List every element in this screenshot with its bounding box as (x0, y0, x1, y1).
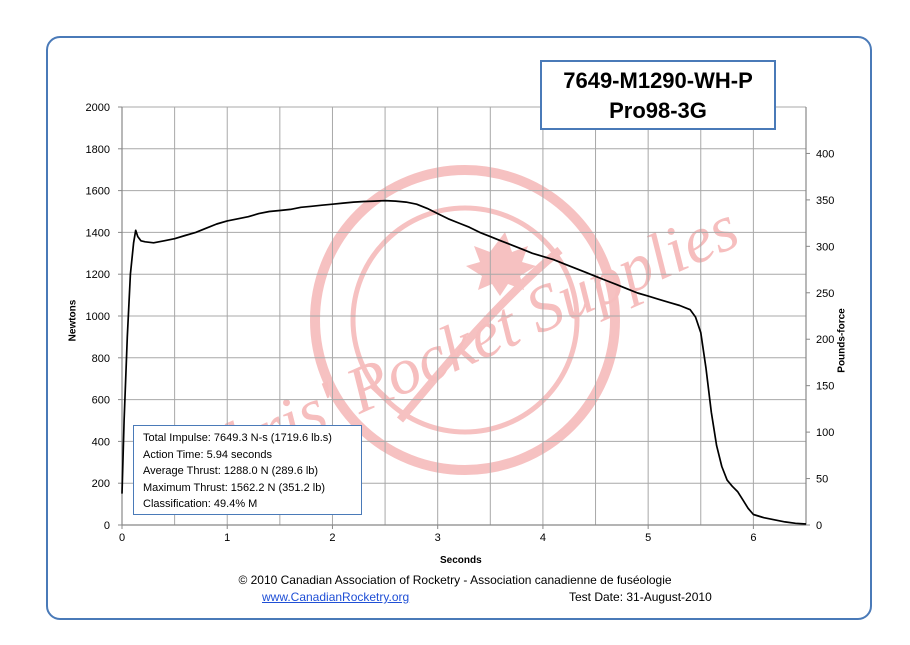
y2-tick-label: 400 (816, 148, 834, 160)
y-tick-label: 1800 (86, 144, 110, 156)
chart-title-box: 7649-M1290-WH-P Pro98-3G (540, 60, 776, 130)
test-date: Test Date: 31-August-2010 (569, 590, 712, 604)
classification: Classification: 49.4% M (143, 498, 258, 510)
x-tick-label: 1 (224, 532, 230, 544)
y-tick-label: 400 (92, 436, 110, 448)
y-tick-label: 600 (92, 395, 110, 407)
y2-tick-label: 250 (816, 288, 834, 300)
y2-tick-label: 150 (816, 381, 834, 393)
y2-tick-label: 0 (816, 520, 822, 532)
y-tick-label: 1200 (86, 269, 110, 281)
total-impulse: Total Impulse: 7649.3 N-s (1719.6 lb.s) (143, 432, 332, 444)
tick-labels: 0 1 2 3 4 5 6020040060080010001200140016001800… (86, 102, 835, 544)
x-axis-title: Seconds (440, 555, 482, 566)
y-tick-label: 1600 (86, 186, 110, 198)
y-tick-label: 2000 (86, 102, 110, 114)
action-time: Action Time: 5.94 seconds (143, 448, 273, 461)
series-line-thrust (121, 199, 807, 525)
y-tick-label: 200 (92, 478, 110, 490)
y-tick-label: 800 (92, 353, 110, 365)
y-axis-title: Newtons (67, 299, 79, 342)
y2-tick-label: 50 (816, 474, 828, 486)
maximum-thrust: Maximum Thrust: 1562.2 N (351.2 lb) (143, 481, 325, 494)
watermark-seal-inner (350, 205, 580, 435)
chart-frame (46, 36, 872, 620)
y2-tick-label: 350 (816, 195, 834, 207)
copyright-text: © 2010 Canadian Association of Rocketry … (238, 573, 672, 587)
watermark-maple-leaf-icon (466, 232, 536, 296)
y-tick-label: 0 (104, 520, 110, 532)
y2-tick-label: 100 (816, 427, 834, 439)
y2-tick-label: 300 (816, 241, 834, 253)
x-tick-label: 4 (540, 532, 546, 544)
x-tick-label: 5 (645, 532, 651, 544)
y-tick-label: 1000 (86, 311, 110, 323)
stats-box: Total Impulse: 7649.3 N-s (1719.6 lb.s) … (133, 425, 362, 515)
chart-title-line2: Pro98-3G (609, 98, 707, 123)
x-tick-label: 2 (329, 532, 335, 544)
x-tick-label: 3 (435, 532, 441, 544)
x-tick-label: 6 (750, 532, 756, 544)
chart-title-line1: 7649-M1290-WH-P (563, 68, 753, 93)
watermark-seal-outer (310, 165, 620, 475)
watermark-swoosh (396, 246, 563, 423)
x-tick-label: 0 (119, 532, 125, 544)
y2-tick-label: 200 (816, 334, 834, 346)
y-tick-label: 1400 (86, 227, 110, 239)
average-thrust: Average Thrust: 1288.0 N (289.6 lb) (143, 465, 319, 477)
axes (118, 106, 810, 529)
y2-axis-title: Pounds-force (836, 308, 848, 373)
website-link[interactable]: www.CanadianRocketry.org (262, 590, 410, 604)
